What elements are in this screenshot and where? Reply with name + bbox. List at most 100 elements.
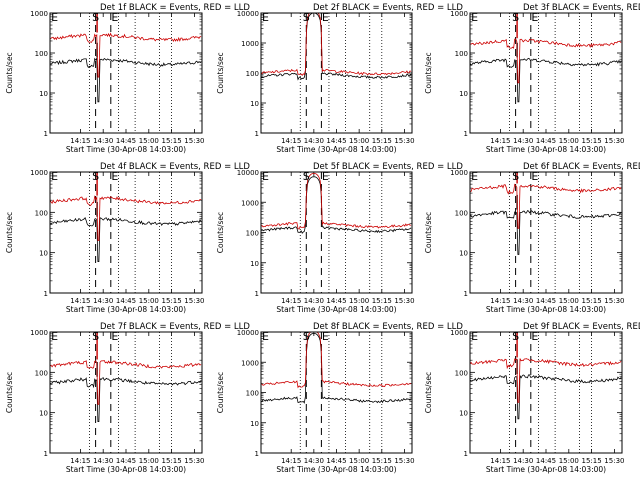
y-tick-label: 100 [455, 369, 468, 377]
y-tick-label: 1 [255, 130, 259, 138]
panel-title: Det 4f BLACK = Events, RED = LLD [100, 162, 250, 172]
event-marker-label: E [262, 330, 269, 343]
x-axis-label: Start Time (30-Apr-08 14:03:00) [486, 305, 606, 314]
y-tick-label: 1 [44, 450, 48, 458]
y-axis-label: Counts/sec [216, 212, 225, 253]
event-marker-label: S [92, 330, 99, 343]
series-line-events [260, 332, 412, 404]
event-marker-label: E [51, 11, 58, 24]
x-tick-label: 14:45 [116, 297, 136, 305]
y-axis-label: Counts/sec [5, 212, 14, 253]
series-line-lld [260, 12, 412, 76]
series-line-lld [260, 172, 412, 230]
panel-title: Det 6f BLACK = Events, RED = LLD [523, 162, 640, 172]
detector-panel-9: Det 9f BLACK = Events, RED = LLD Counts/s… [424, 322, 640, 474]
y-tick-label: 10 [39, 90, 48, 98]
x-tick-label: 14:15 [490, 457, 510, 465]
series-line-events [469, 57, 622, 103]
x-tick-label: 14:15 [281, 137, 301, 145]
plot-frame [469, 331, 623, 454]
event-marker-label: E [111, 11, 118, 24]
y-tick-label: 1 [464, 450, 468, 458]
x-tick-label: 14:30 [93, 457, 113, 465]
event-marker-label: E [471, 170, 478, 183]
panel-title: Det 9f BLACK = Events, RED = LLD [523, 322, 640, 332]
y-tick-label: 10 [39, 250, 48, 258]
x-tick-label: 15:15 [582, 297, 602, 305]
x-tick-label: 15:00 [139, 297, 159, 305]
event-marker-label: E [322, 330, 329, 343]
plot-frame [49, 331, 203, 454]
x-axis-label: Start Time (30-Apr-08 14:03:00) [276, 465, 396, 474]
y-tick-label: 10 [459, 90, 468, 98]
series-line-lld [469, 358, 622, 403]
panel-title: Det 8f BLACK = Events, RED = LLD [313, 322, 463, 332]
x-tick-label: 15:00 [139, 457, 159, 465]
x-tick-label: 15:15 [162, 137, 182, 145]
series-line-events [469, 210, 622, 255]
y-axis-label: Counts/sec [216, 372, 225, 413]
x-tick-label: 15:30 [184, 297, 204, 305]
event-marker-label: E [471, 330, 478, 343]
panel-title: Det 5f BLACK = Events, RED = LLD [313, 162, 463, 172]
y-tick-label: 1000 [241, 359, 259, 367]
x-tick-label: 14:15 [490, 137, 510, 145]
detector-panel-3: Det 3f BLACK = Events, RED = LLD Counts/s… [424, 3, 640, 154]
plot-frame [469, 171, 623, 294]
event-marker-label: E [531, 11, 538, 24]
detector-panel-6: Det 6f BLACK = Events, RED = LLD Counts/s… [424, 162, 640, 314]
x-tick-label: 15:00 [349, 297, 369, 305]
x-tick-label: 14:30 [304, 297, 324, 305]
event-marker-label: E [111, 330, 118, 343]
y-tick-label: 10000 [237, 329, 259, 337]
x-tick-label: 14:15 [281, 457, 301, 465]
y-axis-label: Counts/sec [424, 52, 433, 93]
y-tick-label: 100 [246, 230, 259, 238]
y-tick-label: 100 [35, 209, 48, 217]
x-tick-label: 14:45 [326, 457, 346, 465]
event-marker-label: E [322, 170, 329, 183]
event-marker-label: E [471, 11, 478, 24]
panel-title: Det 7f BLACK = Events, RED = LLD [100, 322, 250, 332]
y-tick-label: 1000 [241, 199, 259, 207]
y-tick-label: 1 [44, 290, 48, 298]
x-tick-label: 15:30 [604, 297, 624, 305]
y-tick-label: 100 [246, 390, 259, 398]
x-tick-label: 15:30 [394, 457, 414, 465]
x-axis-label: Start Time (30-Apr-08 14:03:00) [276, 145, 396, 154]
y-tick-label: 1000 [30, 10, 48, 18]
event-marker-label: S [303, 330, 310, 343]
x-axis-label: Start Time (30-Apr-08 14:03:00) [276, 305, 396, 314]
y-tick-label: 10000 [237, 169, 259, 177]
event-marker-label: E [531, 330, 538, 343]
series-line-lld [469, 38, 622, 84]
x-tick-label: 14:45 [326, 137, 346, 145]
event-marker-label: E [51, 170, 58, 183]
y-tick-label: 100 [246, 70, 259, 78]
x-tick-label: 14:30 [304, 457, 324, 465]
event-marker-label: E [262, 170, 269, 183]
y-tick-label: 1 [255, 450, 259, 458]
plot-frame [49, 12, 203, 134]
y-axis-label: Counts/sec [216, 52, 225, 93]
x-tick-label: 15:15 [162, 297, 182, 305]
x-tick-label: 14:15 [490, 297, 510, 305]
x-tick-label: 15:30 [394, 297, 414, 305]
plot-frame [49, 171, 203, 294]
y-tick-label: 1000 [30, 169, 48, 177]
x-tick-label: 14:30 [304, 137, 324, 145]
y-axis-label: Counts/sec [5, 372, 14, 413]
x-tick-label: 14:15 [281, 297, 301, 305]
plot-frame [469, 12, 623, 134]
y-tick-label: 10 [39, 410, 48, 418]
y-tick-label: 10 [250, 420, 259, 428]
x-tick-label: 14:30 [513, 137, 533, 145]
series-line-events [49, 217, 202, 263]
y-tick-label: 1 [44, 130, 48, 138]
panel-title: Det 1f BLACK = Events, RED = LLD [100, 3, 250, 13]
series-line-events [49, 56, 202, 103]
x-tick-label: 14:30 [513, 297, 533, 305]
series-line-events [49, 377, 202, 423]
